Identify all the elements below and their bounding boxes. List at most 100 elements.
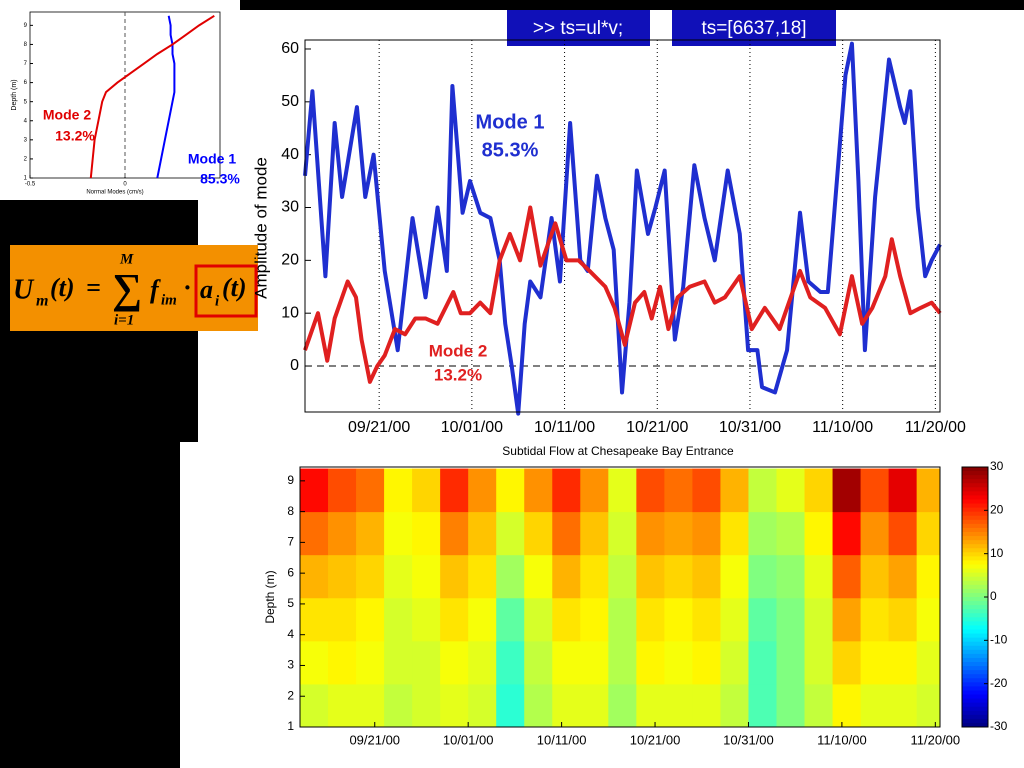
x-tick-label: 11/10/00: [812, 419, 873, 436]
y-axis-label: Depth (m): [263, 570, 277, 623]
colorbar-step: [962, 714, 988, 720]
heat-cell: [860, 683, 890, 728]
heat-cell: [804, 597, 834, 642]
heat-cell: [776, 511, 806, 556]
heat-cell: [496, 640, 525, 685]
heat-cell: [384, 468, 413, 513]
x-tick-label: 10/21/00: [626, 419, 688, 436]
colorbar-step: [962, 662, 988, 667]
colorbar-step: [962, 491, 988, 496]
colorbar-step: [962, 706, 988, 712]
y-tick-label: 50: [281, 93, 299, 110]
annotation: Mode 1: [188, 151, 236, 167]
colorbar-step: [962, 653, 988, 659]
x-axis-label: Normal Modes (cm/s): [86, 190, 143, 196]
heat-cell: [608, 554, 637, 599]
heat-cell: [440, 597, 469, 642]
heat-cell: [356, 511, 385, 556]
heat-cell: [552, 468, 581, 513]
annotation: 85.3%: [482, 139, 539, 161]
heat-cell: [580, 683, 609, 728]
heat-cell: [328, 597, 357, 642]
heat-cell: [580, 511, 609, 556]
y-tick-label: 4: [287, 627, 294, 641]
heat-cell: [664, 554, 693, 599]
formula-part: ·: [184, 273, 191, 302]
heat-cell: [412, 468, 441, 513]
x-tick-label: 10/01/00: [443, 732, 494, 747]
heat-cell: [328, 683, 357, 728]
formula-part: m: [36, 293, 48, 310]
colorbar-step: [962, 718, 988, 724]
y-tick-label: 9: [287, 473, 294, 487]
heat-cell: [524, 511, 553, 556]
heat-cell: [300, 597, 329, 642]
heat-cell: [384, 597, 413, 642]
heat-cell: [692, 597, 721, 642]
heat-cell: [636, 511, 665, 556]
x-tick-label: 09/21/00: [348, 419, 410, 436]
formula-part: M: [119, 251, 134, 267]
command: ts=[6637,18]: [701, 18, 806, 39]
heat-cell: [552, 640, 581, 685]
profile-panel: [0, 0, 240, 200]
heat-cell: [440, 468, 469, 513]
colorbar-step: [962, 722, 988, 728]
heat-cell: [664, 511, 693, 556]
heat-cell: [832, 597, 862, 642]
heat-cell: [468, 468, 497, 513]
heat-cell: [356, 640, 385, 685]
heat-cell: [552, 683, 581, 728]
colorbar-step: [962, 572, 988, 578]
heat-cell: [328, 511, 357, 556]
y-tick-label: 3: [287, 658, 294, 672]
x-tick-label: 11/10/00: [817, 732, 867, 747]
heat-cell: [468, 554, 497, 599]
colorbar-step: [962, 698, 988, 704]
colorbar-step: [962, 633, 988, 639]
colorbar-step: [962, 601, 988, 606]
heat-cell: [888, 554, 918, 599]
heat-cell: [860, 554, 890, 599]
y-axis-label: Amplitude of mode: [251, 157, 270, 299]
colorbar-step: [962, 483, 988, 488]
colorbar-step: [962, 580, 988, 586]
heat-cell: [608, 640, 637, 685]
command: >> ts=ul*v;: [533, 18, 623, 39]
heat-cell: [440, 683, 469, 728]
formula-part: im: [161, 292, 177, 308]
heat-cell: [804, 511, 834, 556]
y-tick-label: 20: [281, 252, 299, 269]
heat-cell: [300, 683, 329, 728]
colorbar-step: [962, 613, 988, 618]
y-tick-label: 2: [24, 156, 28, 162]
annotation: 13.2%: [434, 365, 482, 384]
heat-cell: [496, 511, 525, 556]
x-axis-label: Subtidal Flow at Chesapeake Bay Entrance: [502, 444, 734, 458]
colorbar-step: [962, 678, 988, 683]
y-axis-label: Depth (m): [11, 79, 18, 110]
colorbar-step: [962, 645, 988, 651]
heat-cell: [692, 683, 721, 728]
y-tick-label: 10: [281, 304, 299, 321]
heat-cell: [776, 554, 806, 599]
formula-part: =: [86, 273, 101, 302]
colorbar-step: [962, 592, 988, 598]
colorbar-step: [962, 576, 988, 582]
y-tick-label: 6: [287, 565, 294, 579]
colorbar-step: [962, 670, 988, 675]
formula-part: i: [215, 293, 220, 309]
colorbar-step: [962, 674, 988, 679]
heat-cell: [888, 640, 918, 685]
heat-cell: [440, 554, 469, 599]
colorbar-step: [962, 507, 988, 513]
heat-cell: [328, 468, 357, 513]
annotation: 85.3%: [200, 171, 240, 187]
heat-cell: [328, 554, 357, 599]
x-tick-label: 10/11/00: [534, 419, 595, 436]
colorbar-step: [962, 710, 988, 716]
y-tick-label: 1: [287, 719, 294, 733]
colorbar-step: [962, 621, 988, 626]
heat-cell: [720, 468, 749, 513]
colorbar-step: [962, 515, 988, 521]
